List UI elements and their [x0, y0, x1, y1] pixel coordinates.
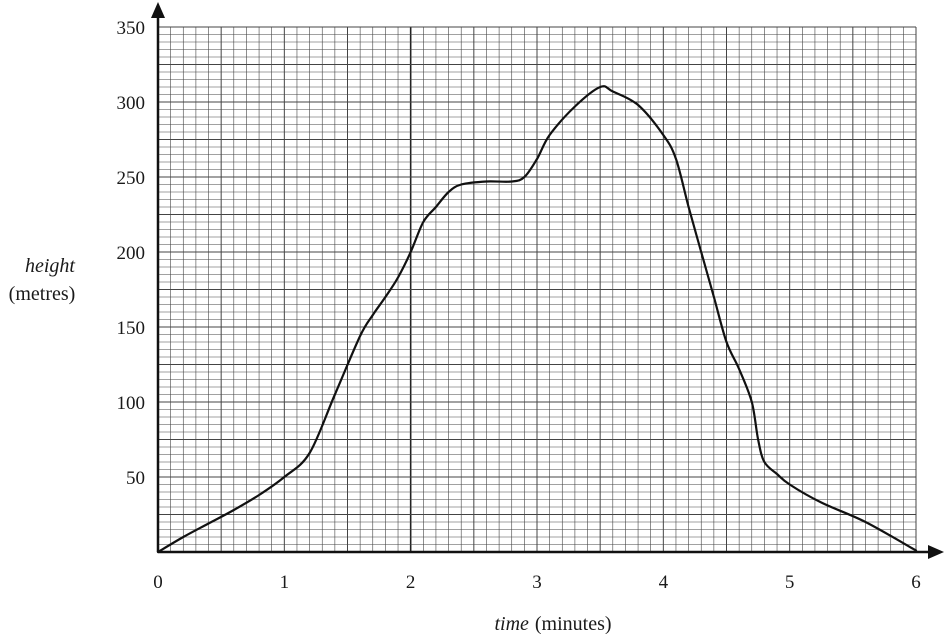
y-axis-label-unit: (metres) — [9, 283, 76, 305]
x-tick-label: 3 — [532, 572, 542, 593]
y-tick-label: 50 — [126, 468, 145, 489]
x-axis-label-italic: time — [494, 613, 529, 634]
y-axis-label-italic: height — [25, 255, 75, 277]
x-axis-arrowhead — [928, 545, 944, 559]
y-tick-label: 200 — [117, 243, 146, 264]
y-tick-label: 250 — [117, 168, 146, 189]
y-axis-arrowhead — [151, 2, 165, 18]
height-curve — [156, 85, 918, 554]
x-tick-label: 1 — [280, 572, 290, 593]
x-axis-label: time (minutes) — [494, 613, 611, 634]
x-tick-label: 6 — [911, 572, 921, 593]
x-tick-label: 0 — [153, 572, 163, 593]
x-axis-label-unit: (minutes) — [535, 613, 612, 634]
y-tick-label: 300 — [117, 93, 146, 114]
y-tick-label: 100 — [117, 393, 146, 414]
x-tick-label: 4 — [659, 572, 669, 593]
grid — [157, 26, 917, 553]
y-tick-label: 150 — [117, 318, 146, 339]
x-tick-label: 2 — [406, 572, 416, 593]
y-tick-labels: 50 100 150 200 250 300 350 — [117, 18, 146, 489]
x-tick-labels: 0 1 2 3 4 5 6 — [153, 572, 921, 593]
y-tick-label: 350 — [117, 18, 146, 39]
x-tick-label: 5 — [785, 572, 795, 593]
